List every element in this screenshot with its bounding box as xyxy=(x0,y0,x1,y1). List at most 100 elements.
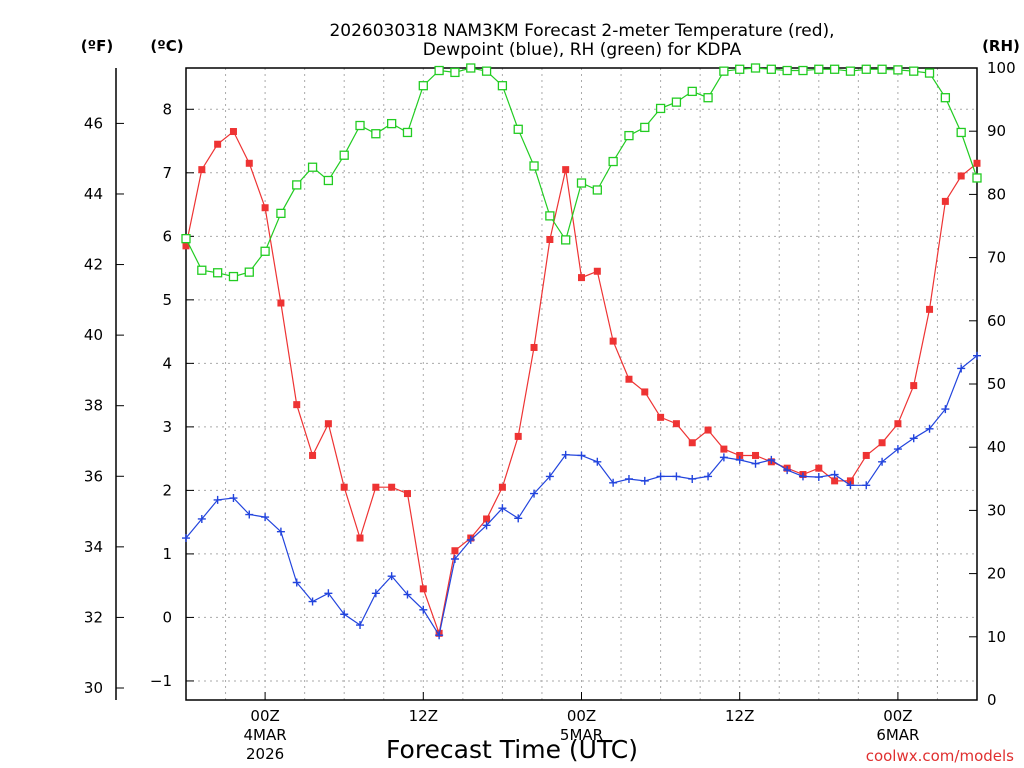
temperature-data-point xyxy=(831,477,839,485)
celsius-tick-label: 4 xyxy=(162,354,172,372)
dewpoint-data-point xyxy=(276,527,285,536)
fahrenheit-tick-label: 42 xyxy=(84,256,103,274)
fahrenheit-unit-label: (ºF) xyxy=(81,37,113,55)
rh-data-point xyxy=(576,178,587,188)
rh-data-point xyxy=(545,211,555,221)
rh-data-point xyxy=(450,67,460,78)
dewpoint-data-point xyxy=(450,554,459,563)
dewpoint-data-point xyxy=(925,424,934,433)
rh-data-point xyxy=(561,235,571,245)
rh-data-point xyxy=(260,246,270,256)
rh-data-point xyxy=(244,267,254,277)
rh-data-point xyxy=(924,68,935,78)
rh-data-point xyxy=(655,103,666,114)
temperature-data-point xyxy=(846,477,854,485)
rh-data-point xyxy=(735,64,745,74)
temperature-data-point xyxy=(973,159,981,167)
dewpoint-data-point xyxy=(783,466,792,475)
dewpoint-data-point xyxy=(688,474,697,483)
fahrenheit-tick-label: 44 xyxy=(84,185,103,203)
rh-data-point xyxy=(719,66,729,76)
dewpoint-data-point xyxy=(324,589,333,598)
temperature-data-point xyxy=(878,439,886,447)
celsius-tick-label: 0 xyxy=(162,608,172,626)
dewpoint-data-point xyxy=(577,451,586,460)
rh-data-point xyxy=(608,156,618,167)
rh-data-point xyxy=(497,81,508,91)
dewpoint-data-point xyxy=(830,470,839,479)
celsius-tick-label: 6 xyxy=(162,227,172,245)
dewpoint-data-point xyxy=(466,535,475,544)
temperature-data-point xyxy=(609,337,617,345)
rh-data-point xyxy=(687,86,697,97)
dewpoint-data-point xyxy=(798,472,807,481)
dewpoint-data-point xyxy=(229,494,238,503)
dewpoint-data-point xyxy=(609,478,618,487)
celsius-tick-label: 3 xyxy=(162,418,172,436)
temperature-data-point xyxy=(894,420,902,428)
x-tick-label: 00Z xyxy=(567,707,596,725)
dewpoint-data-point xyxy=(514,514,523,523)
temperature-data-point xyxy=(498,483,506,491)
dewpoint-data-point xyxy=(213,495,222,504)
temperature-data-point xyxy=(245,159,253,167)
dewpoint-data-point xyxy=(340,610,349,619)
fahrenheit-tick-label: 32 xyxy=(84,608,103,626)
rh-data-point xyxy=(845,66,856,76)
dewpoint-data-point xyxy=(814,473,823,482)
dewpoint-data-point xyxy=(957,364,966,373)
dewpoint-data-point xyxy=(182,534,190,543)
rh-data-point xyxy=(197,265,207,275)
axis-ticks: −101234567830323436384042444601020304050… xyxy=(84,59,1016,763)
dewpoint-data-point xyxy=(371,589,380,598)
temperature-data-point xyxy=(277,299,285,307)
temperature-data-point xyxy=(229,128,237,136)
rh-data-point xyxy=(703,93,713,103)
temperature-data-point xyxy=(562,166,570,174)
rh-data-point xyxy=(228,271,239,282)
celsius-tick-label: 1 xyxy=(162,545,172,563)
temperature-data-point xyxy=(324,420,332,428)
rh-tick-label: 0 xyxy=(987,691,997,709)
rh-data-point xyxy=(624,130,634,141)
temperature-data-point xyxy=(736,451,744,459)
rh-data-point xyxy=(323,175,334,186)
rh-data-point xyxy=(513,124,523,134)
dewpoint-data-point xyxy=(387,572,396,581)
dewpoint-data-point xyxy=(751,459,760,468)
rh-data-point xyxy=(181,233,191,244)
rh-tick-label: 50 xyxy=(987,375,1006,393)
dewpoint-data-point xyxy=(878,457,887,466)
chart-title-line2: Dewpoint (blue), RH (green) for KDPA xyxy=(423,40,742,60)
celsius-tick-label: 8 xyxy=(162,100,172,118)
rh-data-point xyxy=(671,97,682,107)
chart-title-line1: 2026030318 NAM3KM Forecast 2-meter Tempe… xyxy=(329,21,834,41)
rh-tick-label: 30 xyxy=(987,501,1006,519)
temperature-data-point xyxy=(546,235,554,243)
temperature-data-point xyxy=(419,585,427,593)
temperature-data-point xyxy=(261,204,269,212)
temperature-data-point xyxy=(483,515,491,523)
dewpoint-data-point xyxy=(846,481,855,490)
temperature-data-point xyxy=(815,464,823,472)
rh-data-point xyxy=(814,64,824,74)
x-tick-label: 00Z xyxy=(250,707,279,725)
rh-data-point xyxy=(750,63,761,73)
dewpoint-data-point xyxy=(435,631,444,640)
temperature-data-point xyxy=(182,242,190,250)
rh-unit-label: (RH) xyxy=(982,37,1020,55)
temperature-data-point xyxy=(530,343,538,351)
temperature-data-point xyxy=(672,420,680,428)
dewpoint-data-point xyxy=(640,476,649,485)
x-tick-date-label: 4MAR xyxy=(244,726,287,744)
dewpoint-data-point xyxy=(941,405,950,414)
x-tick-year-label: 2026 xyxy=(246,745,284,763)
dewpoint-data-point xyxy=(973,351,981,360)
dewpoint-data-point xyxy=(909,434,918,443)
credit-link[interactable]: coolwx.com/models xyxy=(866,747,1014,765)
rh-tick-label: 70 xyxy=(987,249,1006,267)
fahrenheit-tick-label: 46 xyxy=(84,114,103,132)
temperature-data-point xyxy=(926,305,934,313)
rh-tick-label: 10 xyxy=(987,628,1006,646)
rh-tick-label: 90 xyxy=(987,122,1006,140)
